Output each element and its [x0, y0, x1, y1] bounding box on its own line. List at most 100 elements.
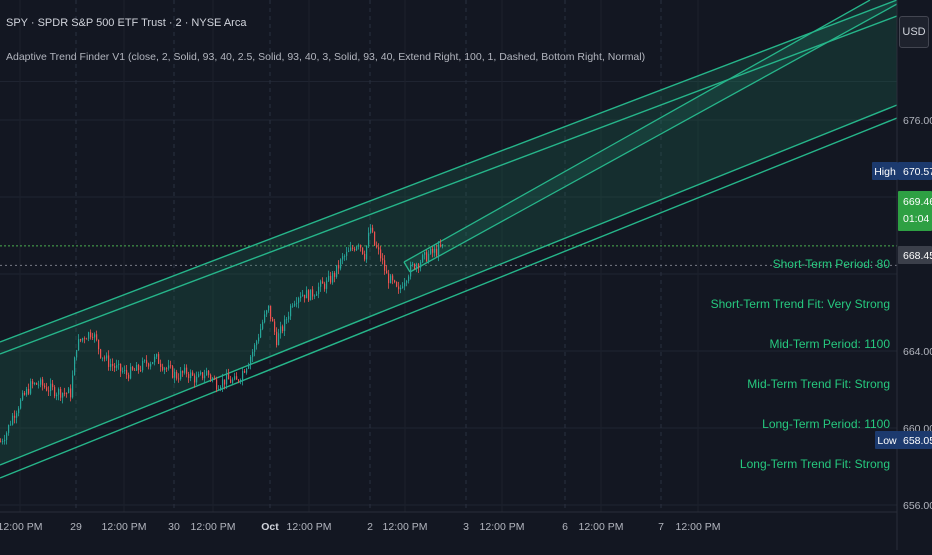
candle-body — [392, 275, 394, 281]
candle-body — [216, 379, 218, 390]
candle-body — [306, 290, 308, 299]
candle-body — [324, 283, 326, 289]
candle-body — [242, 371, 244, 380]
candle-body — [80, 338, 82, 341]
grid-lines — [0, 0, 897, 512]
candle-body — [84, 338, 86, 339]
candle-body — [104, 357, 106, 359]
candle-body — [102, 357, 104, 359]
candle-body — [390, 275, 392, 284]
short-term-channel-fill — [404, 0, 897, 272]
previous-close-badge-bg — [898, 246, 932, 264]
candle-body — [240, 379, 242, 382]
candle-body — [230, 379, 232, 383]
candle-body — [52, 383, 54, 388]
candle-body — [10, 424, 12, 426]
mid-term-period-label: Mid-Term Period: 1100 — [769, 337, 891, 351]
candle-body — [320, 281, 322, 287]
candle-body — [382, 258, 384, 261]
candle-body — [412, 263, 414, 265]
candle-body — [318, 286, 320, 295]
candle-body — [90, 332, 92, 338]
candle-body — [130, 366, 132, 379]
candle-body — [280, 326, 282, 334]
candle-body — [432, 248, 434, 253]
candle-body — [354, 248, 356, 251]
candle-body — [278, 333, 280, 346]
short-channel-upper — [403, 0, 871, 263]
candle-body — [108, 355, 110, 367]
candle-body — [248, 364, 250, 369]
candle-body — [192, 372, 194, 376]
candle-body — [434, 248, 436, 253]
current-price-badge: 669.46 01:04 — [898, 191, 932, 231]
candle-body — [290, 305, 292, 317]
candle-body — [388, 273, 390, 284]
current-price-value: 669.46 — [903, 196, 932, 208]
candle-body — [442, 244, 444, 247]
candle-body — [142, 360, 144, 371]
candle-body — [144, 360, 146, 362]
candle-body — [32, 381, 34, 384]
candle-body — [118, 363, 120, 366]
symbol-title[interactable]: SPY · SPDR S&P 500 ETF Trust · 2 · NYSE … — [6, 17, 247, 29]
candle-body — [372, 227, 374, 232]
candle-body — [244, 371, 246, 373]
candle-body — [426, 252, 428, 262]
candle-body — [376, 245, 378, 248]
candle-body — [30, 381, 32, 394]
candle-body — [116, 365, 118, 368]
candle-body — [56, 394, 58, 397]
candle-body — [48, 390, 50, 392]
candle-body — [0, 441, 2, 443]
candle-body — [4, 439, 6, 442]
candle-body — [88, 332, 90, 339]
currency-button[interactable]: USD — [899, 16, 929, 48]
candle-body — [154, 356, 156, 363]
high-badge-value: 670.57 — [903, 166, 932, 178]
candle-body — [440, 244, 442, 247]
time-tick-label: 12:00 PM — [480, 521, 525, 533]
candle-body — [208, 370, 210, 375]
candle-body — [370, 227, 372, 233]
candle-body — [232, 379, 234, 383]
candle-body — [114, 365, 116, 368]
candle-body — [250, 356, 252, 365]
channel-line-upper-inner — [0, 15, 898, 355]
candle-body — [14, 415, 16, 418]
candle-body — [184, 367, 186, 373]
time-tick-label: 12:00 PM — [676, 521, 721, 533]
candle-body — [304, 294, 306, 299]
candle-body — [168, 365, 170, 369]
candle-body — [180, 371, 182, 380]
candle-body — [54, 387, 56, 397]
candle-body — [252, 351, 254, 357]
candle-body — [360, 245, 362, 248]
candle-body — [308, 290, 310, 301]
candle-body — [312, 289, 314, 297]
indicator-legend[interactable]: Adaptive Trend Finder V1 (close, 2, Soli… — [6, 51, 646, 63]
low-tag: Low — [875, 431, 899, 449]
candle-body — [228, 374, 230, 380]
candle-body — [82, 338, 84, 341]
date-tick-label: 3 — [463, 521, 469, 533]
candle-body — [44, 385, 46, 388]
date-tick-label: 6 — [562, 521, 568, 533]
low-tag-label: Low — [877, 435, 897, 447]
mid-term-fit-label: Mid-Term Trend Fit: Strong — [747, 377, 890, 391]
channel-line-lower-inner — [0, 104, 898, 466]
candle-body — [238, 379, 240, 382]
candle-body — [224, 379, 226, 385]
candle-body — [338, 264, 340, 269]
time-tick-label: 12:00 PM — [102, 521, 147, 533]
candle-body — [188, 374, 190, 379]
trend-channels — [0, 0, 898, 479]
high-tag-bg — [872, 162, 898, 180]
candle-body — [424, 252, 426, 255]
date-tick-label: Oct — [261, 521, 279, 533]
candle-body — [270, 305, 272, 319]
candle-body — [72, 375, 74, 398]
